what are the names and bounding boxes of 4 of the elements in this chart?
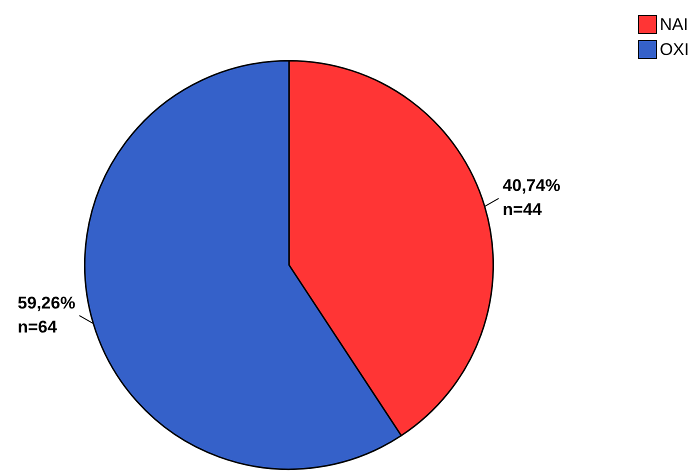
data-label: 59,26% n=64 [18,293,76,336]
legend-label: OXI [660,40,689,60]
legend-label: NAI [660,14,688,34]
data-label: 40,74% n=44 [502,176,560,220]
